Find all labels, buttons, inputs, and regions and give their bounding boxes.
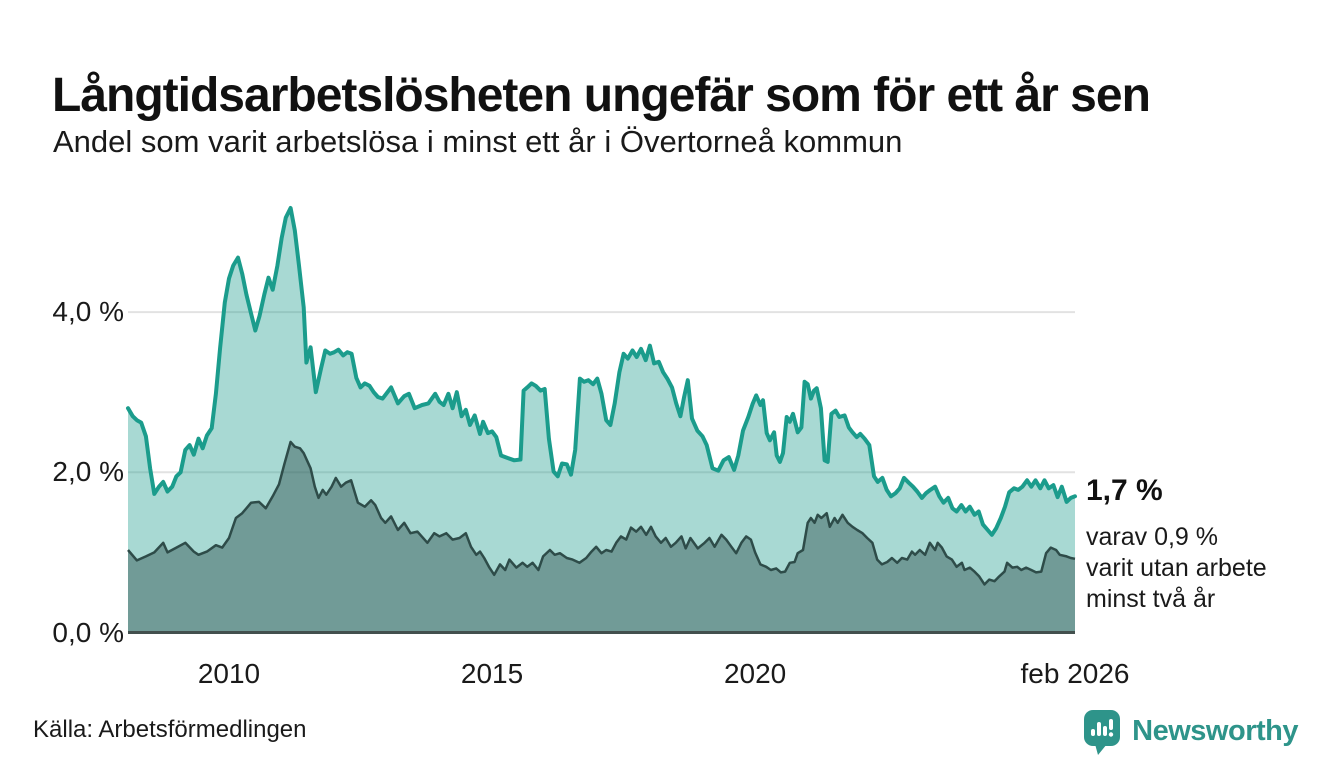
x-tick-label: 2020 xyxy=(723,658,787,689)
series-area-unemployed-1-year xyxy=(128,208,1075,633)
y-tick-label: 0,0 % xyxy=(52,616,124,648)
series-line-unemployed-1-year xyxy=(126,206,1077,537)
series-area-unemployed-2-years xyxy=(128,441,1075,633)
source-note: Källa: Arbetsförmedlingen xyxy=(33,716,307,743)
brand-name: Newsworthy xyxy=(1132,715,1298,747)
end-value-detail: varav 0,9 % varit utan arbete minst två … xyxy=(1086,523,1267,613)
y-tick-label: 4,0 % xyxy=(52,296,124,328)
page-title: Långtidsarbetslösheten ungefär som för e… xyxy=(52,69,1151,123)
x-tick-label: 2015 xyxy=(460,658,524,689)
newsworthy-icon xyxy=(1084,710,1121,755)
brand-logo: Newsworthy xyxy=(1082,708,1298,755)
y-tick-label: 2,0 % xyxy=(52,456,124,488)
end-value-annotation: 1,7 % varav 0,9 % varit utan arbete mins… xyxy=(1086,474,1336,615)
series-line-unemployed-2-years xyxy=(127,440,1076,586)
end-value-label: 1,7 % xyxy=(1086,474,1163,507)
x-tick-label: feb 2026 xyxy=(1020,658,1130,689)
gridlines xyxy=(128,311,1075,474)
chart-subtitle: Andel som varit arbetslösa i minst ett å… xyxy=(53,124,903,159)
x-tick-label: 2010 xyxy=(197,658,261,689)
